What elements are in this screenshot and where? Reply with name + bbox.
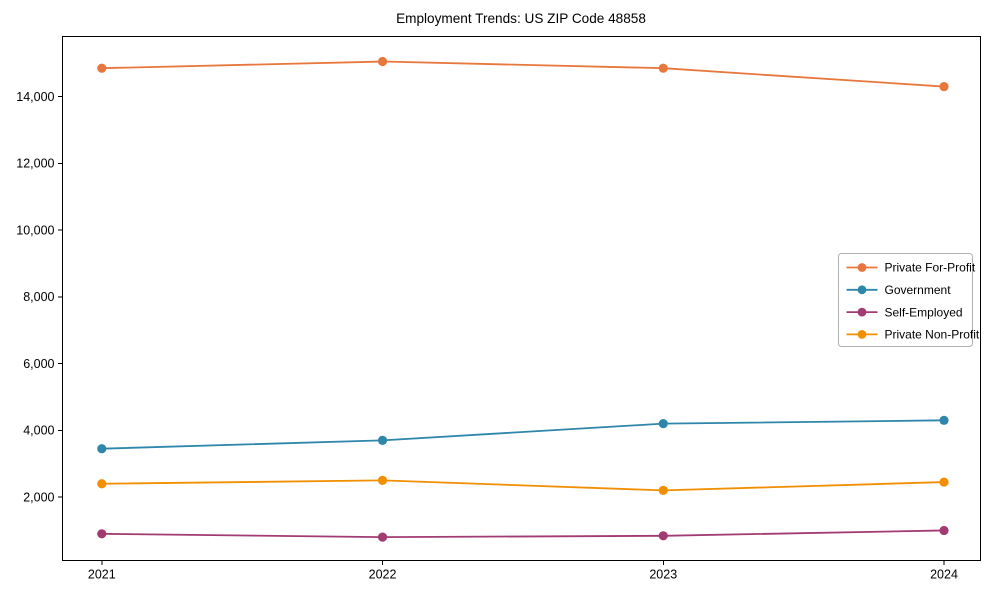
y-tick-label: 4,000 — [23, 424, 54, 438]
legend-entry: Private Non-Profit — [846, 328, 980, 342]
data-point-marker — [658, 531, 668, 541]
legend-label: Private Non-Profit — [885, 328, 980, 342]
y-tick-label: 14,000 — [16, 90, 54, 104]
series-line — [101, 479, 945, 492]
data-point-marker — [658, 63, 668, 73]
data-point-marker — [377, 475, 388, 485]
x-tick-label: 2023 — [649, 568, 677, 582]
data-point-marker — [377, 532, 388, 542]
chart-title: Employment Trends: US ZIP Code 48858 — [396, 11, 646, 26]
series-line — [101, 60, 945, 88]
legend-entry: Self-Employed — [846, 305, 963, 319]
data-point-marker — [377, 435, 388, 445]
data-point-marker — [939, 415, 949, 425]
y-tick-label: 12,000 — [16, 157, 54, 171]
legend-marker — [857, 330, 867, 339]
data-point-marker — [939, 477, 949, 487]
y-tick-label: 2,000 — [23, 490, 54, 504]
data-point-marker — [658, 419, 668, 429]
legend-label: Self-Employed — [885, 305, 963, 319]
legend-box — [838, 253, 973, 347]
y-tick-label: 8,000 — [23, 290, 54, 304]
data-point-marker — [658, 485, 668, 496]
y-tick-label: 10,000 — [16, 223, 54, 237]
series-line — [101, 419, 945, 450]
legend-marker — [857, 263, 867, 272]
series-line — [101, 529, 945, 539]
data-point-marker — [97, 444, 107, 454]
data-point-marker — [97, 479, 107, 489]
x-tick-label: 2024 — [930, 568, 958, 582]
plot-border — [62, 36, 981, 561]
legend-marker — [857, 307, 867, 317]
x-tick-label: 2022 — [369, 568, 397, 582]
series-government — [97, 415, 949, 454]
legend-label: Private For-Profit — [885, 261, 976, 275]
legend-entry: Government — [846, 283, 952, 297]
data-point-marker — [97, 529, 107, 539]
legend-label: Government — [885, 283, 952, 297]
data-point-marker — [939, 81, 949, 92]
series-self-employed — [97, 525, 949, 542]
series-private-non-profit — [97, 475, 949, 496]
y-tick-label: 6,000 — [23, 357, 54, 371]
legend-entry: Private For-Profit — [846, 261, 976, 275]
data-point-marker — [97, 63, 107, 73]
legend-marker — [857, 285, 867, 295]
data-point-marker — [377, 56, 388, 67]
legend: Private For-Profit Government Self-Employe… — [838, 253, 980, 347]
series-private-for-profit — [97, 56, 949, 92]
data-point-marker — [939, 525, 949, 536]
x-tick-label: 2021 — [88, 568, 116, 582]
